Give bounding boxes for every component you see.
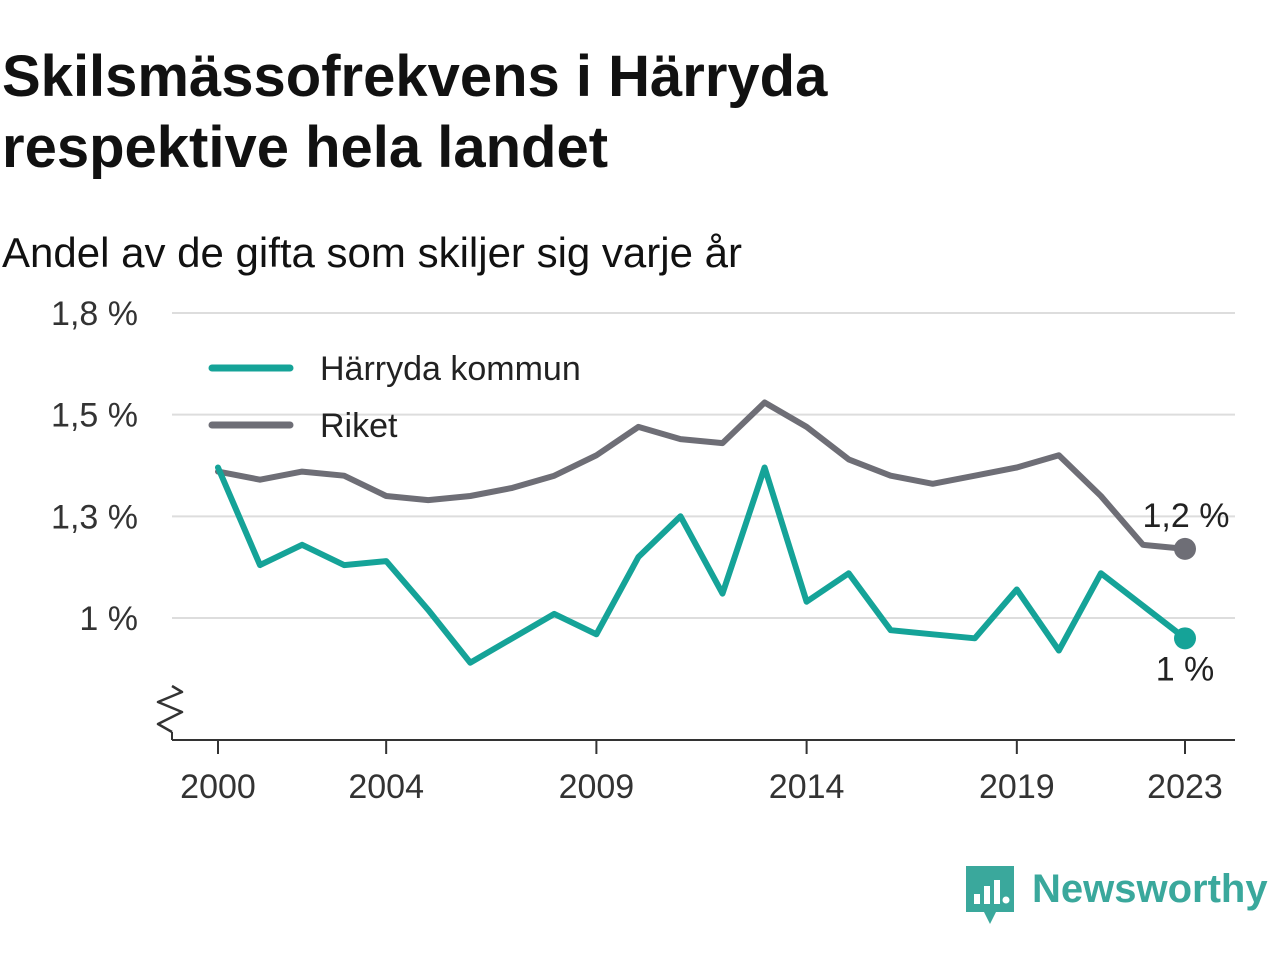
x-tick-label: 2004 <box>348 768 424 806</box>
grid-lines <box>172 312 1235 619</box>
y-axis-ticks: 1,8 % 1,5 % 1,3 % 1 % <box>51 295 138 638</box>
y-tick-label: 1,8 % <box>51 295 138 333</box>
axis-break-icon <box>156 684 184 734</box>
y-tick-label: 1,3 % <box>51 498 138 536</box>
series-lines <box>215 399 1196 666</box>
chart-subtitle: Andel av de gifta som skiljer sig varje … <box>2 229 742 276</box>
legend-label: Riket <box>320 407 398 445</box>
x-tick-label: 2000 <box>180 768 256 806</box>
x-axis-ticks: 2000 2004 2009 2014 2019 2023 <box>180 740 1223 806</box>
brand-logo: Newsworthy <box>966 866 1268 924</box>
y-tick-label: 1 % <box>79 600 138 638</box>
series-line-riket <box>215 399 1188 552</box>
legend: Härryda kommun Riket <box>208 350 581 445</box>
series-end-point-harryda <box>1174 627 1196 650</box>
legend-label: Härryda kommun <box>320 350 581 388</box>
end-label-harryda: 1 % <box>1156 650 1215 688</box>
x-tick-label: 2009 <box>559 768 635 806</box>
x-tick-label: 2019 <box>979 768 1055 806</box>
x-tick-label: 2014 <box>769 768 845 806</box>
end-labels: 1,2 % 1 % <box>1143 497 1230 688</box>
y-tick-label: 1,5 % <box>51 397 138 435</box>
series-end-point-riket <box>1174 537 1196 560</box>
end-label-riket: 1,2 % <box>1143 497 1230 535</box>
x-tick-label: 2023 <box>1147 768 1223 806</box>
brand-name: Newsworthy <box>1032 867 1268 911</box>
chart-title-line2: respektive hela landet <box>2 115 608 180</box>
newsworthy-logo-icon <box>966 866 1014 924</box>
series-line-harryda <box>215 464 1188 666</box>
x-axis <box>156 684 1235 741</box>
chart-title-line1: Skilsmässofrekvens i Härryda <box>2 44 828 109</box>
